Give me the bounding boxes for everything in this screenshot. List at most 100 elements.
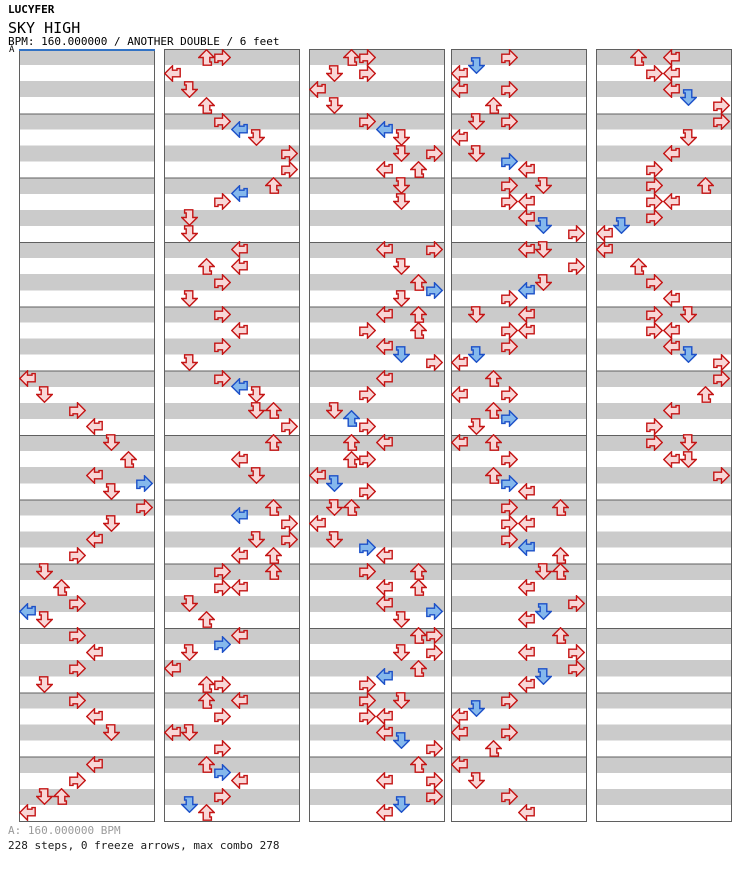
note-arrow-left-quarter [518,209,535,227]
note-arrow-right-quarter [501,289,519,307]
note-arrow-right-quarter [713,370,731,388]
note-arrow-up-quarter [342,48,360,66]
note-arrow-right-quarter [646,273,664,291]
note-arrow-down-quarter [35,563,53,581]
note-arrow-left-quarter [309,80,326,98]
note-arrow-right-quarter [214,193,232,211]
note-arrow-left-quarter [376,547,393,565]
note-arrow-left-quarter [518,305,535,323]
note-arrow-up-quarter [409,627,427,645]
note-arrow-left-quarter [376,370,393,388]
note-arrow-right-quarter [281,514,299,532]
note-arrow-right-quarter [69,402,87,420]
note-arrow-up-quarter [264,402,282,420]
note-arrow-right-quarter [214,579,232,597]
song-artist: LUCYFER [8,3,55,16]
note-arrow-up-quarter [551,498,569,516]
note-arrow-left-eighth [376,667,393,685]
note-arrow-down-quarter [102,515,120,532]
note-arrow-right-quarter [359,675,377,693]
note-arrow-left-quarter [451,434,468,452]
note-arrow-left-quarter [663,402,680,420]
note-arrow-right-quarter [69,547,87,565]
note-arrow-left-quarter [596,225,613,243]
note-arrow-right-quarter [501,723,519,741]
note-arrow-down-quarter [534,563,552,581]
note-arrow-left-quarter [231,691,248,709]
note-arrow-up-quarter [409,273,427,291]
note-arrow-up-quarter [409,563,427,581]
note-arrow-right-quarter [426,354,444,372]
note-arrow-left-quarter [231,321,248,339]
note-arrow-down-quarter [325,64,343,82]
note-arrow-left-quarter [663,193,680,211]
note-arrow-right-quarter [214,337,232,355]
note-arrow-right-quarter [568,225,586,243]
note-arrow-left-quarter [518,611,535,629]
note-arrow-up-quarter [342,434,360,452]
note-arrow-down-quarter [392,257,410,275]
note-arrow-left-quarter [231,579,248,597]
note-arrow-right-quarter [426,643,444,661]
note-arrow-left-quarter [663,48,680,66]
note-arrow-down-quarter [679,305,697,323]
note-arrow-right-quarter [501,80,519,98]
note-arrow-right-quarter [646,418,664,436]
note-arrow-down-quarter [247,129,265,146]
note-arrow-left-quarter [231,547,248,565]
note-arrow-down-quarter [35,675,53,693]
note-arrow-down-quarter [180,209,198,227]
note-arrow-right-quarter [214,563,232,581]
note-arrow-right-quarter [69,691,87,709]
note-arrow-right-quarter [646,209,664,227]
note-arrow-right-eighth [501,474,519,492]
note-arrow-left-quarter [309,514,326,532]
note-arrow-down-quarter [679,450,697,468]
note-arrow-left-quarter [86,418,103,436]
note-arrow-right-quarter [281,161,299,179]
chart-column-1 [19,49,155,822]
song-title: SKY HIGH [8,19,81,37]
note-arrow-left-quarter [19,804,36,822]
note-arrow-right-quarter [713,112,731,130]
note-arrow-up-quarter [696,386,714,404]
note-arrow-right-quarter [359,482,377,500]
note-arrow-up-quarter [264,498,282,516]
note-arrow-up-quarter [197,691,215,709]
note-arrow-right-quarter [359,64,377,82]
note-arrow-left-eighth [231,185,248,203]
note-arrow-down-quarter [247,402,265,420]
note-arrow-right-quarter [69,595,87,613]
note-arrow-right-quarter [426,144,444,162]
note-arrow-up-quarter [696,177,714,195]
note-arrow-down-quarter [247,386,265,404]
note-arrow-down-quarter [180,354,198,372]
note-arrow-up-quarter [197,804,215,822]
note-arrow-right-eighth [214,764,232,782]
note-arrow-left-quarter [518,482,535,500]
note-arrow-left-eighth [231,506,248,524]
note-arrow-right-eighth [501,153,519,171]
note-arrow-right-quarter [359,321,377,339]
note-arrow-right-quarter [646,434,664,452]
note-arrow-down-quarter [180,595,198,613]
note-arrow-down-quarter [180,225,198,243]
note-arrow-right-quarter [359,563,377,581]
note-arrow-up-quarter [197,96,215,114]
note-arrow-down-quarter [392,611,410,629]
note-arrow-left-quarter [231,772,248,790]
note-arrow-up-quarter [629,257,647,275]
note-arrow-right-quarter [501,514,519,532]
note-arrow-left-quarter [663,80,680,98]
note-arrow-left-quarter [164,64,181,82]
note-arrow-right-quarter [426,627,444,645]
note-arrow-down-eighth [392,732,410,750]
note-arrow-right-eighth [136,474,154,492]
note-arrow-left-quarter [663,144,680,162]
note-arrow-down-quarter [247,466,265,484]
note-arrow-left-quarter [19,370,36,388]
note-arrow-down-quarter [679,434,697,452]
note-arrow-down-quarter [392,643,410,661]
note-arrow-right-quarter [69,659,87,677]
note-arrow-left-quarter [376,707,393,725]
